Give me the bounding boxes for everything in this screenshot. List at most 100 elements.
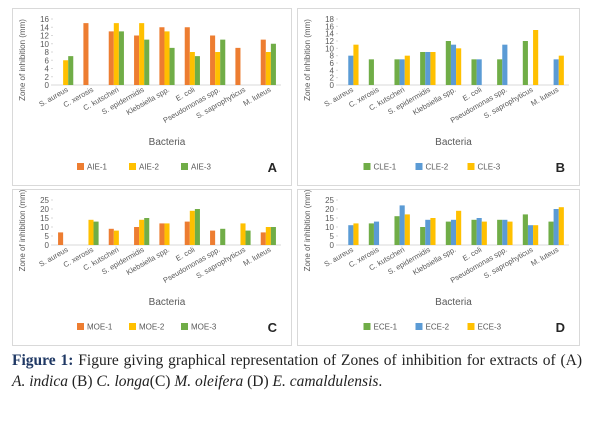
bar — [553, 209, 559, 245]
bar — [450, 44, 457, 85]
legend-label: ECE-3 — [478, 323, 502, 332]
bar — [184, 27, 190, 85]
y-tick-label: 6 — [45, 56, 50, 65]
bar — [399, 59, 405, 85]
y-tick-label: 12 — [325, 37, 334, 46]
x-axis-title: Bacteria — [149, 297, 186, 308]
bar — [63, 60, 69, 85]
bar — [394, 216, 400, 245]
bar — [164, 31, 170, 85]
bar — [430, 218, 436, 245]
legend-label: AIE-3 — [191, 163, 212, 172]
y-tick-label: 15 — [40, 214, 49, 223]
y-tick-label: 10 — [40, 40, 49, 49]
y-tick-label: 10 — [325, 44, 334, 53]
bar — [260, 232, 266, 245]
bar — [189, 52, 195, 85]
bar — [265, 227, 271, 245]
legend-label: MOE-1 — [87, 323, 113, 332]
y-tick-label: 25 — [40, 196, 49, 205]
caption-text: . — [378, 373, 383, 390]
bar — [399, 205, 405, 245]
caption-species: C. longa — [96, 373, 150, 390]
bar — [215, 52, 221, 85]
y-tick-label: 8 — [45, 48, 50, 57]
bar — [245, 230, 251, 245]
legend-label: CLE-2 — [426, 163, 449, 172]
bar — [108, 228, 114, 245]
bar — [235, 47, 241, 85]
bar — [404, 55, 410, 85]
bar — [502, 219, 508, 245]
bar — [159, 27, 165, 85]
bar — [368, 223, 374, 245]
x-axis-title: Bacteria — [435, 297, 472, 308]
bar — [159, 223, 165, 245]
bar — [270, 43, 276, 85]
legend-swatch — [415, 163, 423, 170]
bar — [83, 23, 89, 85]
bar — [144, 39, 150, 85]
bar — [553, 59, 559, 85]
x-tick-label: M. luteus — [529, 85, 560, 108]
bar — [522, 214, 528, 245]
bar — [430, 52, 436, 85]
legend-label: MOE-2 — [139, 323, 165, 332]
bar — [139, 219, 145, 245]
y-tick-label: 25 — [325, 196, 334, 205]
bar — [260, 39, 266, 85]
bar — [394, 59, 400, 85]
y-tick-label: 8 — [330, 52, 335, 61]
caption-text: (D) — [243, 373, 273, 390]
legend-swatch — [181, 163, 188, 170]
legend-swatch — [129, 323, 136, 330]
caption-label: Figure 1: — [12, 352, 74, 369]
bar — [445, 41, 451, 85]
bar — [184, 221, 190, 245]
bar — [118, 31, 124, 85]
bar — [404, 214, 410, 245]
legend-label: ECE-1 — [374, 323, 398, 332]
bar — [134, 35, 140, 85]
legend-label: CLE-3 — [478, 163, 501, 172]
legend-label: CLE-1 — [374, 163, 397, 172]
caption-text: (C) — [149, 373, 175, 390]
panel-letter: C — [268, 320, 278, 335]
caption-text: (B) — [67, 373, 97, 390]
panel: Zone of inhibition (mm) 0 5 10 15 20 25 S. aure… — [297, 189, 580, 346]
y-tick-label: 4 — [330, 66, 335, 75]
panel: Zone of inhibition (mm) 0 2 4 6 8 10 12 14 16 S. a… — [12, 8, 292, 186]
bar — [58, 232, 64, 245]
bar — [189, 210, 195, 245]
bar — [164, 223, 170, 245]
bar — [194, 56, 200, 85]
bar — [210, 35, 216, 85]
y-axis-title: Zone of inhibition (mm) — [18, 190, 27, 271]
bar — [476, 59, 482, 85]
y-tick-label: 0 — [330, 81, 335, 90]
bar — [481, 221, 487, 245]
y-tick-label: 10 — [325, 223, 334, 232]
bar — [425, 219, 431, 245]
caption: Figure 1: Figure giving graphical repres… — [12, 350, 582, 392]
legend-label: AIE-2 — [139, 163, 160, 172]
y-tick-label: 5 — [330, 232, 335, 241]
caption-species: M. oleifera — [174, 373, 244, 390]
y-tick-label: 2 — [330, 74, 335, 83]
y-tick-label: 14 — [325, 30, 334, 39]
panel: Zone of inhibition (mm) 0 5 10 15 20 25 S. aure… — [12, 189, 292, 346]
bar — [450, 219, 457, 245]
bar — [558, 55, 564, 85]
bar — [134, 227, 140, 245]
y-tick-label: 12 — [40, 32, 49, 41]
x-axis-title: Bacteria — [149, 137, 186, 148]
caption-text: Figure giving graphical representation o… — [78, 352, 582, 369]
panel-letter: D — [556, 320, 565, 335]
bar — [445, 221, 451, 245]
bar — [348, 225, 354, 245]
legend-swatch — [77, 323, 84, 330]
y-tick-label: 5 — [45, 232, 50, 241]
